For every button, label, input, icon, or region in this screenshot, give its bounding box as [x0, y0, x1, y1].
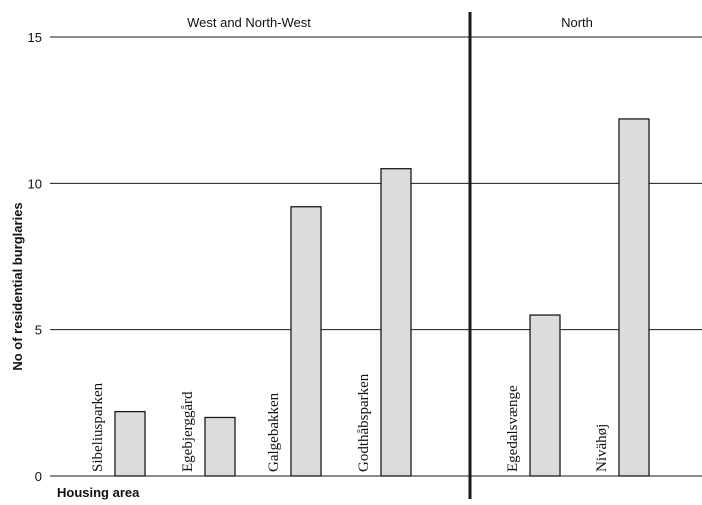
y-tick-labels: 0 5 10 15: [28, 30, 42, 484]
category-label: Galgebakken: [266, 392, 282, 472]
y-tick-label: 0: [35, 469, 42, 484]
category-label: Sibeliusparken: [90, 382, 106, 472]
bar: [114, 410, 146, 477]
bars: [114, 118, 650, 477]
bar: [380, 168, 412, 477]
region-label: West and North-West: [187, 15, 311, 30]
x-axis-label: Housing area: [57, 485, 140, 500]
category-labels: Sibeliusparken Egebjerggård Galgebakken God…: [90, 373, 610, 472]
category-label: Nivähøj: [594, 424, 610, 472]
y-tick-label: 5: [35, 323, 42, 338]
region-labels: West and North-West North: [187, 15, 593, 30]
bar: [618, 118, 650, 477]
bar: [290, 206, 322, 477]
gridlines: [50, 36, 702, 477]
y-tick-label: 10: [28, 176, 42, 191]
bar: [204, 416, 236, 477]
category-label: Egebjerggård: [180, 391, 196, 472]
y-tick-label: 15: [28, 30, 42, 45]
y-axis-label: No of residential burglaries: [10, 202, 25, 370]
category-label: Egedalsvænge: [505, 385, 521, 472]
bar: [529, 314, 561, 477]
region-label: North: [561, 15, 593, 30]
category-label: Godthåbsparken: [356, 373, 372, 472]
